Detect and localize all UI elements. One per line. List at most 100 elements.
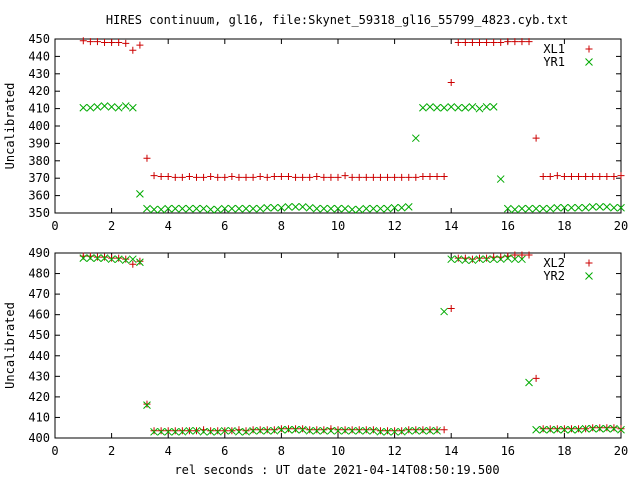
data-point-yr1 [199, 204, 208, 213]
data-point-yr2 [426, 426, 434, 435]
chart-title: HIRES continuum, gl16, file:Skynet_59318… [106, 13, 568, 27]
data-point-yr1 [114, 103, 123, 112]
data-point-xl1 [235, 173, 243, 181]
data-point-xl2 [115, 254, 123, 262]
data-point-xl1 [320, 173, 328, 181]
data-point-yr2 [341, 426, 349, 435]
data-point-xl2 [136, 257, 144, 265]
data-point-xl1 [270, 172, 278, 180]
data-point-yr2 [503, 254, 512, 262]
data-point-yr1 [136, 190, 144, 198]
data-point-xl2 [560, 425, 568, 433]
series-yr1 [79, 102, 625, 214]
data-point-xl1 [546, 172, 554, 180]
data-point-yr1 [362, 204, 371, 213]
data-point-yr1 [185, 204, 194, 213]
data-point-xl1 [405, 173, 413, 181]
y-axis-label: Uncalibrated [3, 302, 17, 389]
data-point-xl2 [334, 426, 342, 434]
data-point-yr2 [369, 426, 378, 435]
y-tick-label: 440 [28, 49, 50, 63]
x-tick-label: 16 [501, 444, 515, 458]
data-point-xl1 [108, 38, 116, 46]
data-point-yr2 [489, 255, 498, 264]
data-point-yr2 [468, 256, 477, 265]
y-tick-label: 410 [28, 102, 50, 116]
data-point-yr1 [143, 204, 151, 213]
data-point-yr1 [121, 102, 130, 110]
data-point-xl2 [440, 426, 448, 434]
series-xl1 [79, 37, 625, 181]
data-point-yr2 [164, 427, 173, 436]
data-point-yr1 [256, 204, 265, 213]
data-point-xl2 [362, 426, 370, 434]
data-point-yr2 [242, 427, 250, 436]
y-tick-label: 420 [28, 84, 50, 98]
data-point-xl1 [497, 38, 505, 46]
data-point-yr2 [93, 254, 102, 262]
data-point-xl2 [150, 427, 158, 435]
legend-marker [585, 259, 593, 267]
legend-label: XL1 [543, 42, 565, 56]
data-point-xl2 [277, 425, 285, 433]
data-point-xl1 [376, 173, 384, 181]
x-tick-label: 16 [501, 219, 515, 233]
data-point-xl2 [603, 424, 611, 432]
data-point-xl2 [617, 425, 625, 433]
y-tick-label: 350 [28, 206, 50, 220]
data-point-yr2 [454, 255, 463, 264]
data-point-yr2 [376, 427, 385, 436]
data-point-yr2 [546, 425, 555, 434]
data-point-xl1 [164, 172, 172, 180]
data-point-yr1 [475, 104, 484, 113]
data-point-yr2 [291, 425, 300, 434]
data-point-yr1 [164, 204, 173, 213]
data-point-yr1 [602, 203, 611, 211]
data-point-xl1 [582, 172, 590, 180]
data-point-xl1 [129, 46, 137, 54]
y-tick-label: 380 [28, 154, 50, 168]
x-tick-label: 14 [444, 444, 458, 458]
data-point-xl1 [115, 38, 123, 46]
data-point-yr2 [397, 427, 406, 436]
data-point-xl2 [299, 425, 307, 433]
data-point-xl1 [306, 173, 314, 181]
y-tick-label: 440 [28, 349, 50, 363]
data-point-yr2 [121, 256, 130, 265]
data-point-xl1 [419, 172, 427, 180]
legend-label: YR1 [543, 55, 565, 69]
data-point-yr1 [525, 204, 533, 213]
data-point-xl1 [518, 38, 526, 46]
data-point-xl2 [306, 426, 314, 434]
data-point-yr2 [150, 427, 158, 436]
x-tick-label: 4 [165, 219, 172, 233]
data-point-yr2 [256, 426, 265, 435]
data-point-xl1 [193, 173, 200, 181]
data-point-yr1 [567, 203, 576, 212]
data-point-xl2 [313, 426, 321, 434]
data-point-xl1 [86, 38, 94, 46]
data-point-xl2 [405, 426, 413, 434]
data-point-xl1 [207, 172, 215, 180]
x-tick-label: 6 [221, 444, 228, 458]
data-point-xl2 [412, 426, 420, 434]
data-point-xl2 [249, 426, 257, 434]
data-point-xl2 [476, 254, 483, 262]
data-point-yr2 [185, 426, 194, 435]
data-point-xl2 [468, 255, 476, 263]
data-point-xl2 [93, 253, 101, 261]
data-point-yr2 [100, 254, 109, 262]
data-point-xl2 [384, 427, 392, 435]
data-point-xl2 [122, 255, 130, 263]
data-point-xl1 [575, 172, 583, 180]
data-point-xl2 [284, 425, 292, 433]
data-point-yr2 [263, 426, 272, 435]
data-point-yr2 [595, 424, 604, 433]
data-point-yr1 [581, 203, 590, 212]
y-axis-label: Uncalibrated [3, 83, 17, 170]
data-point-yr1 [312, 204, 321, 213]
data-point-yr1 [284, 203, 293, 211]
data-point-yr1 [213, 205, 222, 214]
data-point-yr1 [595, 203, 604, 211]
